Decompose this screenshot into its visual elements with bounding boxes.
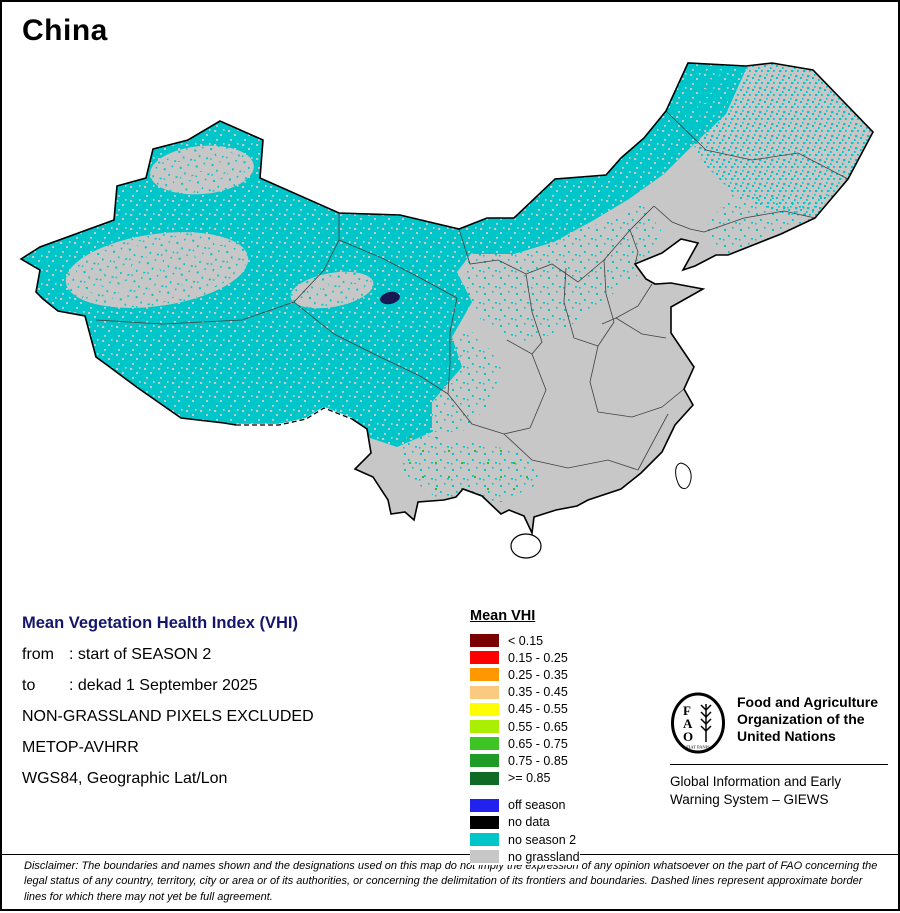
legend-label: 0.65 - 0.75 <box>508 736 568 751</box>
info-line-projection: WGS84, Geographic Lat/Lon <box>22 770 228 787</box>
footer-divider <box>2 854 898 855</box>
legend-swatch <box>470 737 499 751</box>
legend-swatch <box>470 815 499 829</box>
legend-swatch <box>470 668 499 682</box>
info-label-from: from <box>22 646 54 663</box>
legend-swatch <box>470 702 499 716</box>
giews-name: Global Information and Early Warning Sys… <box>670 774 842 807</box>
legend-row: 0.35 - 0.45 <box>470 683 580 701</box>
map-info-heading: Mean Vegetation Health Index (VHI) <box>22 614 298 632</box>
qinghai-lake <box>380 291 400 305</box>
legend-row: 0.75 - 0.85 <box>470 752 580 770</box>
legend-swatch <box>470 634 499 648</box>
info-label-to: to <box>22 677 36 694</box>
legend-label: < 0.15 <box>508 633 544 648</box>
wheat-ear-icon <box>700 704 712 742</box>
legend-label: 0.45 - 0.55 <box>508 702 568 717</box>
province-borders <box>95 110 849 471</box>
legend-swatch <box>470 771 499 785</box>
fao-header: F A O FIAT PANIS Food and Agriculture Or… <box>670 692 888 754</box>
map-info-block: Mean Vegetation Health Index (VHI) from:… <box>22 614 314 788</box>
dashed-border-segment <box>236 407 353 426</box>
legend-row: >= 0.85 <box>470 769 580 787</box>
legend-gap <box>470 787 580 797</box>
legend-swatch <box>470 685 499 699</box>
hainan-island <box>510 533 542 559</box>
legend-row: no data <box>470 813 580 832</box>
fao-org-name: Food and Agriculture Organization of the… <box>737 694 879 745</box>
legend-label: no grassland <box>508 849 580 864</box>
legend-label: no season 2 <box>508 832 577 847</box>
legend-swatch <box>470 850 499 864</box>
legend-label: 0.25 - 0.35 <box>508 667 568 682</box>
west-region-texture <box>21 112 480 447</box>
legend-swatch <box>470 798 499 812</box>
legend-swatch <box>470 720 499 734</box>
legend-row: 0.15 - 0.25 <box>470 649 580 667</box>
north-china-speckle <box>462 202 662 342</box>
fao-logo-letter-f: F <box>683 703 691 718</box>
legend-swatch <box>470 651 499 665</box>
fao-logo-letter-o: O <box>683 729 693 744</box>
info-line-exclusion: NON-GRASSLAND PIXELS EXCLUDED <box>22 708 314 725</box>
southern-northeast-speckle <box>702 192 832 255</box>
legend-row: 0.65 - 0.75 <box>470 735 580 753</box>
legend-row: off season <box>470 796 580 814</box>
info-line-from: from : start of SEASON 2 <box>22 646 314 664</box>
fao-block: F A O FIAT PANIS Food and Agriculture Or… <box>670 692 888 808</box>
legend-row: 0.25 - 0.35 <box>470 666 580 684</box>
legend-label: 0.75 - 0.85 <box>508 753 568 768</box>
legend-label: >= 0.85 <box>508 771 551 786</box>
map-legend: Mean VHI < 0.15 0.15 - 0.25 0.25 - 0.35 … <box>470 608 580 866</box>
legend-row: 0.45 - 0.55 <box>470 700 580 718</box>
legend-label: 0.35 - 0.45 <box>508 685 568 700</box>
legend-swatch <box>470 833 499 847</box>
legend-swatch <box>470 754 499 768</box>
info-line-sensor: METOP-AVHRR <box>22 739 139 756</box>
info-line-to: to : dekad 1 September 2025 <box>22 677 314 695</box>
legend-label: off season <box>508 798 566 813</box>
info-value-from: : start of SEASON 2 <box>69 646 212 663</box>
info-value-to: : dekad 1 September 2025 <box>69 677 258 694</box>
legend-label: no data <box>508 815 550 830</box>
legend-row: < 0.15 <box>470 632 580 650</box>
taiwan-island <box>675 462 692 490</box>
legend-row: no grassland <box>470 848 580 866</box>
west-sichuan-speckle <box>432 332 502 432</box>
fao-logo-motto: FIAT PANIS <box>686 745 710 750</box>
yunnan-green-dots <box>402 432 542 502</box>
page-title: China <box>22 14 108 47</box>
legend-label: 0.15 - 0.25 <box>508 650 568 665</box>
fao-logo-icon: F A O FIAT PANIS <box>671 692 725 754</box>
legend-row: no season 2 <box>470 831 580 849</box>
legend-title: Mean VHI <box>470 608 536 624</box>
legend-row: 0.55 - 0.65 <box>470 717 580 736</box>
fao-logo-letter-a: A <box>683 716 693 731</box>
northeast-speckle <box>682 63 873 218</box>
fao-divider <box>670 764 888 765</box>
legend-label: 0.55 - 0.65 <box>508 719 568 734</box>
disclaimer-text: Disclaimer: The boundaries and names sho… <box>24 860 878 903</box>
